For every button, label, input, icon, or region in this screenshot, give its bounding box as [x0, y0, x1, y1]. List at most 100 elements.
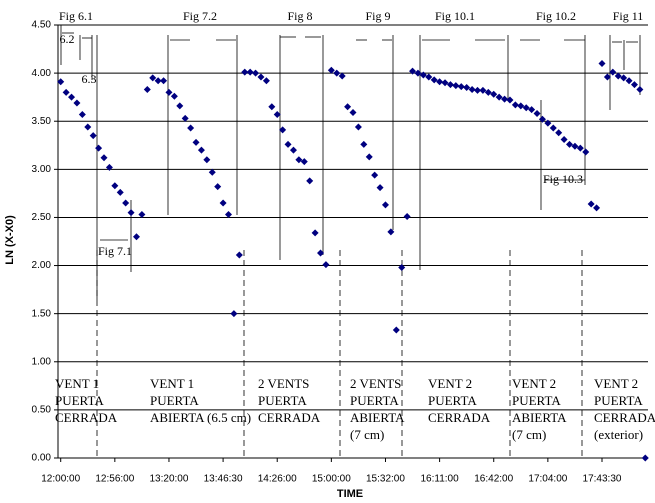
point	[68, 93, 76, 101]
y-tick-label: 1.00	[32, 356, 52, 367]
x-tick-label: 15:00:00	[312, 474, 351, 485]
region-label: ABIERTA	[512, 410, 567, 425]
y-tick-label: 2.00	[32, 260, 52, 271]
region-label: PUERTA	[258, 393, 307, 408]
x-tick-label: 13:20:00	[149, 474, 188, 485]
point	[257, 73, 265, 81]
annotation: 6.3	[82, 72, 97, 86]
point	[268, 103, 276, 111]
point	[279, 126, 287, 134]
region-label: PUERTA	[428, 393, 477, 408]
point	[170, 92, 178, 100]
point	[311, 229, 319, 237]
annotation: Fig 9	[365, 9, 390, 23]
point	[609, 68, 617, 76]
annotation: Fig 10.1	[435, 9, 475, 23]
point	[603, 73, 611, 81]
region-label: PUERTA	[594, 393, 643, 408]
point	[625, 77, 633, 85]
point	[122, 199, 130, 207]
point	[630, 81, 638, 89]
point	[262, 77, 270, 85]
point	[300, 158, 308, 166]
y-tick-label: 4.00	[32, 68, 52, 79]
region-label: ABIERTA	[350, 410, 405, 425]
y-axis-label: LN (X-X0)	[4, 215, 16, 265]
point	[463, 84, 471, 92]
x-tick-label: 17:04:00	[528, 474, 567, 485]
region-label: CERRADA	[55, 410, 118, 425]
point	[425, 73, 433, 81]
region-label: PUERTA	[512, 393, 561, 408]
region-label: CERRADA	[258, 410, 321, 425]
x-tick-label: 12:00:00	[41, 474, 80, 485]
point	[560, 136, 568, 144]
point	[230, 310, 238, 318]
annotation: Fig 7.2	[183, 9, 217, 23]
point	[187, 124, 195, 132]
point	[549, 124, 557, 132]
point	[73, 99, 81, 107]
x-tick-label: 17:43:30	[583, 474, 622, 485]
point	[295, 156, 303, 164]
x-tick-label: 15:32:00	[366, 474, 405, 485]
point	[127, 209, 135, 217]
point	[284, 140, 292, 148]
point	[208, 168, 216, 176]
region-label: PUERTA	[150, 393, 199, 408]
point	[322, 261, 330, 269]
annotation: Fig 8	[287, 9, 312, 23]
point	[192, 138, 200, 146]
point	[473, 86, 481, 94]
region-label: VENT 1	[150, 376, 194, 391]
region-label: (7 cm)	[350, 427, 384, 442]
point	[143, 85, 151, 93]
point	[273, 110, 281, 118]
region-label: PUERTA	[55, 393, 104, 408]
point	[241, 68, 249, 76]
point	[95, 144, 103, 152]
point	[566, 140, 574, 148]
point	[490, 90, 498, 98]
point	[160, 77, 168, 85]
point	[430, 76, 438, 84]
point	[511, 101, 519, 109]
region-label: PUERTA	[350, 393, 399, 408]
point	[501, 95, 509, 103]
point	[620, 74, 628, 82]
point	[381, 201, 389, 209]
point	[165, 88, 173, 96]
point	[116, 188, 124, 196]
point	[614, 72, 622, 80]
point	[149, 74, 157, 82]
point	[582, 148, 590, 156]
point	[62, 88, 70, 96]
point	[327, 66, 335, 74]
annotation: Fig 11	[613, 9, 644, 23]
point	[78, 110, 86, 118]
point	[365, 153, 373, 161]
point	[132, 233, 140, 241]
point	[246, 68, 254, 76]
point	[289, 146, 297, 154]
point	[392, 326, 400, 334]
point	[371, 171, 379, 179]
point	[587, 200, 595, 208]
y-tick-label: 2.50	[32, 212, 52, 223]
point	[57, 78, 65, 86]
x-tick-label: 14:26:00	[258, 474, 297, 485]
annotation: Fig 7.1	[98, 244, 132, 258]
point	[436, 78, 444, 86]
point	[414, 69, 422, 77]
point	[484, 88, 492, 96]
point	[89, 132, 97, 140]
point	[349, 109, 357, 117]
region-label: CERRADA	[594, 410, 655, 425]
y-tick-label: 1.50	[32, 308, 52, 319]
point	[344, 103, 352, 111]
region-label: 2 VENTS	[350, 376, 401, 391]
region-label: ABIERTA (6.5 cm)	[150, 410, 251, 425]
point	[317, 249, 325, 257]
region-label: (7 cm)	[512, 427, 546, 442]
